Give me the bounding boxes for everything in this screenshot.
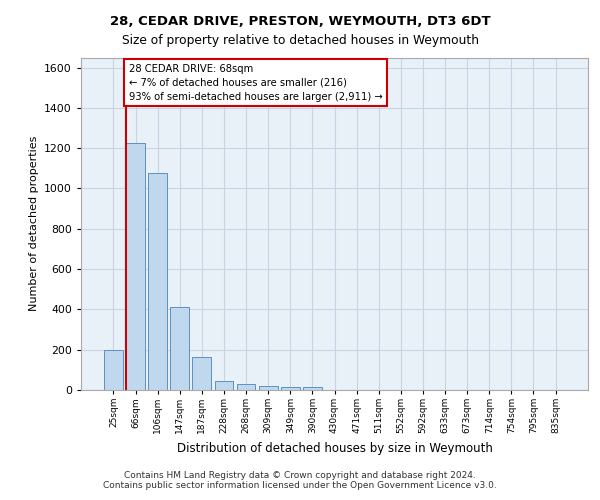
Bar bbox=[104, 350, 123, 390]
Text: 28, CEDAR DRIVE, PRESTON, WEYMOUTH, DT3 6DT: 28, CEDAR DRIVE, PRESTON, WEYMOUTH, DT3 … bbox=[110, 15, 490, 28]
Text: Contains HM Land Registry data © Crown copyright and database right 2024.: Contains HM Land Registry data © Crown c… bbox=[124, 471, 476, 480]
Bar bbox=[236, 384, 256, 390]
Text: Contains public sector information licensed under the Open Government Licence v3: Contains public sector information licen… bbox=[103, 481, 497, 490]
Bar bbox=[148, 174, 167, 390]
X-axis label: Distribution of detached houses by size in Weymouth: Distribution of detached houses by size … bbox=[176, 442, 493, 454]
Bar bbox=[303, 387, 322, 390]
Y-axis label: Number of detached properties: Number of detached properties bbox=[29, 136, 38, 312]
Bar bbox=[281, 387, 299, 390]
Bar bbox=[126, 143, 145, 390]
Text: Size of property relative to detached houses in Weymouth: Size of property relative to detached ho… bbox=[121, 34, 479, 47]
Bar bbox=[259, 386, 278, 390]
Bar bbox=[215, 381, 233, 390]
Bar bbox=[170, 308, 189, 390]
Bar bbox=[193, 357, 211, 390]
Text: 28 CEDAR DRIVE: 68sqm
← 7% of detached houses are smaller (216)
93% of semi-deta: 28 CEDAR DRIVE: 68sqm ← 7% of detached h… bbox=[129, 64, 383, 102]
